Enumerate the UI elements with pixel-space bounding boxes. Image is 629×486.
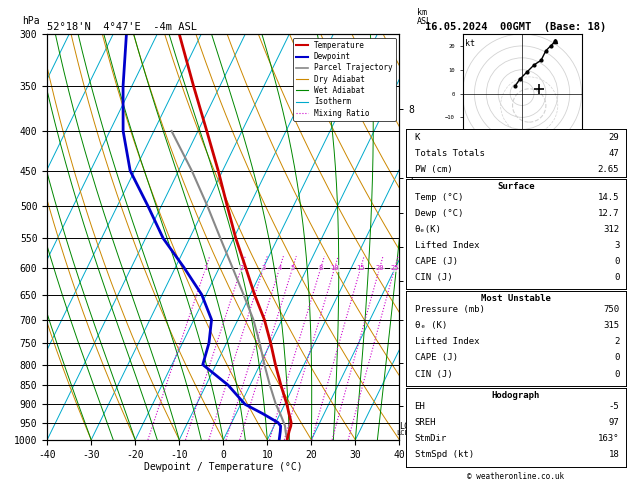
Text: 12.7: 12.7 — [598, 209, 619, 218]
Text: 3: 3 — [614, 241, 619, 250]
Text: 8: 8 — [318, 265, 323, 271]
Text: 0: 0 — [614, 273, 619, 282]
Text: 14.5: 14.5 — [598, 193, 619, 202]
Text: 29: 29 — [608, 133, 619, 142]
Text: kt: kt — [465, 39, 475, 48]
Text: Mixing Ratio (g/kg): Mixing Ratio (g/kg) — [435, 190, 443, 284]
Text: 4: 4 — [277, 265, 282, 271]
Text: 97: 97 — [608, 418, 619, 427]
Text: 315: 315 — [603, 321, 619, 330]
Text: 2.65: 2.65 — [598, 165, 619, 174]
Text: Hodograph: Hodograph — [492, 391, 540, 399]
Legend: Temperature, Dewpoint, Parcel Trajectory, Dry Adiabat, Wet Adiabat, Isotherm, Mi: Temperature, Dewpoint, Parcel Trajectory… — [293, 38, 396, 121]
Text: 18: 18 — [608, 450, 619, 459]
Text: θₑ (K): θₑ (K) — [415, 321, 447, 330]
Text: Surface: Surface — [497, 181, 535, 191]
Text: 163°: 163° — [598, 434, 619, 443]
Text: CIN (J): CIN (J) — [415, 273, 452, 282]
Text: 0: 0 — [614, 353, 619, 363]
Text: 312: 312 — [603, 225, 619, 234]
Text: LCL: LCL — [396, 430, 409, 436]
Text: StmDir: StmDir — [415, 434, 447, 443]
Text: -5: -5 — [608, 402, 619, 411]
Text: km
ASL: km ASL — [417, 8, 432, 26]
Text: 16.05.2024  00GMT  (Base: 18): 16.05.2024 00GMT (Base: 18) — [425, 21, 606, 32]
Text: Temp (°C): Temp (°C) — [415, 193, 463, 202]
Text: θₑ(K): θₑ(K) — [415, 225, 442, 234]
Text: © weatheronline.co.uk: © weatheronline.co.uk — [467, 472, 564, 481]
Text: K: K — [415, 133, 420, 142]
Text: 750: 750 — [603, 305, 619, 314]
Text: 15: 15 — [356, 265, 365, 271]
Text: 52°18'N  4°47'E  -4m ASL: 52°18'N 4°47'E -4m ASL — [47, 22, 197, 32]
Text: 3: 3 — [261, 265, 265, 271]
Text: Most Unstable: Most Unstable — [481, 294, 551, 303]
Text: 1: 1 — [204, 265, 208, 271]
Text: SREH: SREH — [415, 418, 436, 427]
Text: 5: 5 — [291, 265, 294, 271]
Text: 10: 10 — [330, 265, 339, 271]
Text: CAPE (J): CAPE (J) — [415, 257, 457, 266]
Text: Pressure (mb): Pressure (mb) — [415, 305, 484, 314]
Text: 25: 25 — [391, 265, 399, 271]
Text: Totals Totals: Totals Totals — [415, 149, 484, 158]
Text: CIN (J): CIN (J) — [415, 369, 452, 379]
Text: 2: 2 — [614, 337, 619, 347]
Text: LCL: LCL — [399, 421, 415, 431]
Text: Dewp (°C): Dewp (°C) — [415, 209, 463, 218]
Text: 20: 20 — [376, 265, 384, 271]
Text: CAPE (J): CAPE (J) — [415, 353, 457, 363]
Text: 47: 47 — [608, 149, 619, 158]
Text: Lifted Index: Lifted Index — [415, 241, 479, 250]
X-axis label: Dewpoint / Temperature (°C): Dewpoint / Temperature (°C) — [144, 462, 303, 472]
Text: Lifted Index: Lifted Index — [415, 337, 479, 347]
Text: StmSpd (kt): StmSpd (kt) — [415, 450, 474, 459]
Text: EH: EH — [415, 402, 425, 411]
Text: 0: 0 — [614, 369, 619, 379]
Text: 2: 2 — [239, 265, 243, 271]
Text: hPa: hPa — [23, 16, 40, 26]
Text: 0: 0 — [614, 257, 619, 266]
Text: PW (cm): PW (cm) — [415, 165, 452, 174]
